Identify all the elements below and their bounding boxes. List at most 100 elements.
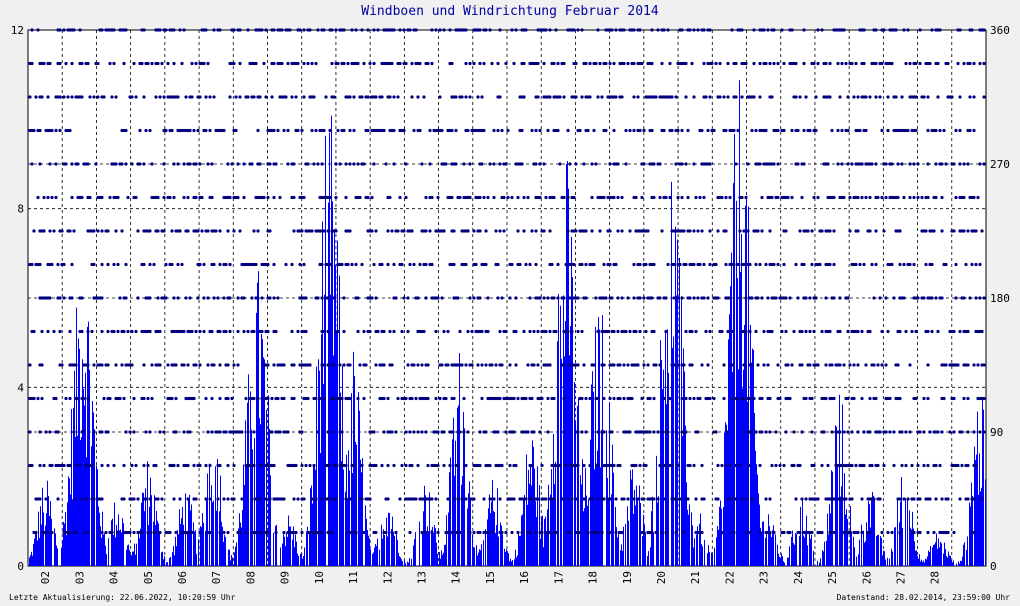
- direction-point: [272, 61, 276, 66]
- direction-point: [38, 128, 42, 133]
- direction-point: [82, 430, 86, 434]
- direction-point: [436, 530, 440, 535]
- direction-point: [484, 28, 488, 32]
- gust-bar: [383, 529, 384, 566]
- direction-point: [654, 530, 658, 535]
- direction-point: [652, 396, 656, 401]
- direction-point: [580, 396, 584, 401]
- gust-bar: [37, 540, 38, 566]
- direction-point: [388, 195, 392, 200]
- gust-bar: [934, 544, 935, 566]
- direction-point: [250, 296, 254, 300]
- direction-point: [478, 530, 482, 535]
- direction-point: [260, 530, 264, 535]
- direction-point: [272, 128, 276, 133]
- gust-bar: [243, 464, 244, 566]
- direction-point: [174, 530, 178, 535]
- gust-bar: [102, 511, 103, 566]
- direction-point: [80, 497, 84, 501]
- gust-bar: [771, 537, 772, 566]
- direction-point: [210, 430, 214, 434]
- gust-bar: [746, 199, 747, 566]
- direction-point: [580, 430, 584, 434]
- direction-point: [452, 229, 456, 233]
- direction-point: [120, 363, 124, 367]
- gust-bar: [469, 481, 470, 566]
- direction-point: [614, 530, 618, 535]
- direction-point: [732, 530, 736, 535]
- gust-bar: [892, 551, 893, 566]
- direction-point: [926, 396, 930, 401]
- direction-point: [372, 430, 376, 434]
- gust-bar: [813, 550, 814, 566]
- direction-point: [124, 262, 128, 267]
- direction-point: [442, 329, 446, 334]
- gust-bar: [166, 562, 167, 566]
- gust-bar: [853, 536, 854, 566]
- gust-bar: [658, 496, 659, 566]
- direction-point: [476, 95, 480, 99]
- direction-point: [912, 530, 916, 535]
- direction-point: [674, 162, 678, 166]
- direction-point: [392, 329, 396, 334]
- direction-point: [626, 61, 630, 66]
- direction-point: [458, 195, 462, 200]
- direction-point: [40, 95, 44, 99]
- gust-bar: [632, 469, 633, 566]
- direction-point: [266, 396, 270, 401]
- direction-point: [616, 195, 620, 200]
- direction-point: [38, 162, 42, 166]
- direction-point: [496, 296, 500, 300]
- direction-point: [232, 229, 236, 233]
- direction-point: [978, 162, 982, 166]
- direction-point: [528, 530, 532, 535]
- gust-bar: [440, 558, 441, 566]
- direction-point: [790, 363, 794, 367]
- direction-point: [46, 195, 50, 200]
- direction-point: [608, 162, 612, 166]
- gust-bar: [280, 547, 281, 566]
- gust-bar: [881, 538, 882, 566]
- direction-point: [776, 128, 780, 133]
- gust-bar: [32, 555, 33, 566]
- direction-point: [632, 296, 636, 300]
- gust-bar: [198, 539, 199, 566]
- direction-point: [334, 28, 338, 32]
- direction-point: [632, 262, 636, 267]
- gust-bar: [211, 485, 212, 566]
- direction-point: [36, 396, 40, 401]
- gust-bar: [894, 527, 895, 566]
- gust-bar: [457, 407, 458, 566]
- gust-bar: [720, 500, 721, 566]
- direction-point: [966, 229, 970, 233]
- direction-point: [268, 229, 272, 233]
- direction-point: [54, 195, 58, 200]
- gust-bar: [333, 355, 334, 566]
- direction-point: [206, 229, 210, 233]
- gust-bar: [575, 422, 576, 566]
- gust-bar: [259, 417, 260, 566]
- direction-point: [452, 497, 456, 501]
- direction-point: [664, 463, 668, 468]
- gust-bar: [304, 547, 305, 566]
- direction-point: [764, 61, 768, 66]
- direction-point: [152, 262, 156, 267]
- direction-point: [978, 61, 982, 66]
- gust-bar: [980, 491, 981, 566]
- direction-point: [38, 430, 42, 434]
- direction-point: [664, 296, 668, 300]
- direction-point: [310, 128, 314, 133]
- direction-point: [44, 430, 48, 434]
- direction-point: [334, 162, 338, 166]
- direction-point: [148, 530, 152, 535]
- direction-point: [162, 95, 166, 99]
- direction-point: [954, 262, 958, 267]
- direction-point: [368, 497, 372, 501]
- direction-point: [534, 229, 538, 233]
- direction-point: [664, 329, 668, 334]
- direction-point: [922, 396, 926, 401]
- direction-point: [624, 128, 628, 133]
- direction-point: [826, 162, 830, 166]
- direction-point: [314, 497, 318, 501]
- direction-point: [690, 329, 694, 334]
